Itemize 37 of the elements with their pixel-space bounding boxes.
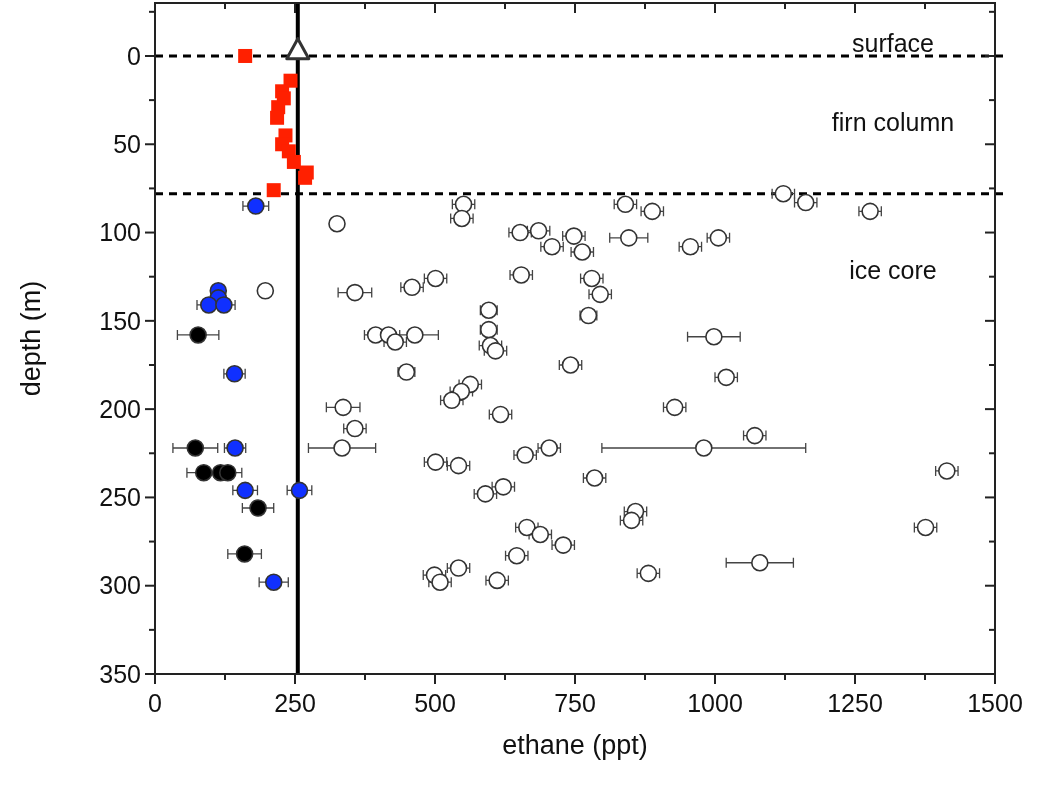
point	[286, 154, 301, 169]
point	[290, 481, 309, 500]
point	[266, 183, 281, 198]
annotation: surface	[852, 28, 934, 57]
y-tick-label: 250	[99, 483, 141, 512]
y-axis-title: depth (m)	[16, 280, 46, 397]
annotation: ice core	[849, 255, 937, 284]
x-tick-label: 1500	[967, 689, 1023, 717]
x-tick-label: 1000	[687, 689, 743, 717]
point	[186, 439, 205, 457]
x-axis-title: ethane (ppt)	[502, 730, 648, 760]
x-tick-label: 0	[148, 689, 162, 717]
annotation: firn column	[831, 107, 955, 136]
point	[235, 545, 254, 563]
point	[285, 37, 311, 61]
x-tick-label: 500	[414, 689, 456, 717]
x-tick-label: 250	[274, 689, 316, 717]
point	[236, 481, 254, 500]
x-tick-label: 750	[554, 689, 596, 717]
point	[199, 296, 218, 314]
y-tick-label: 300	[99, 571, 141, 600]
point	[270, 110, 285, 125]
point	[247, 197, 265, 215]
point	[194, 463, 213, 482]
y-tick-label: 50	[113, 130, 141, 159]
y-tick-label: 100	[99, 218, 141, 247]
point	[249, 499, 267, 517]
y-tick-label: 350	[99, 659, 141, 688]
y-tick-label: 0	[127, 41, 141, 70]
point	[264, 573, 283, 591]
y-tick-label: 200	[99, 394, 141, 423]
point	[298, 170, 313, 185]
point	[219, 463, 237, 482]
point	[189, 326, 207, 344]
point	[238, 48, 253, 63]
x-tick-label: 1250	[827, 689, 883, 717]
y-tick-label: 150	[99, 306, 141, 335]
